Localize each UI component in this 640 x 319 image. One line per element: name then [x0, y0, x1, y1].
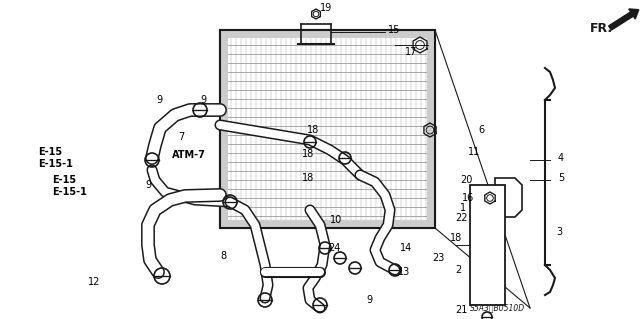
Bar — [220, 30, 228, 228]
Bar — [220, 30, 435, 228]
Bar — [427, 30, 435, 228]
Text: 18: 18 — [302, 149, 314, 159]
Text: E-15: E-15 — [38, 147, 62, 157]
Text: 15: 15 — [388, 25, 401, 35]
Bar — [220, 30, 435, 38]
Text: 3: 3 — [556, 227, 562, 237]
Text: 9: 9 — [200, 95, 206, 105]
FancyArrow shape — [609, 9, 639, 30]
Text: 18: 18 — [307, 125, 319, 135]
Text: 23: 23 — [432, 253, 444, 263]
Text: 13: 13 — [398, 267, 410, 277]
Text: 4: 4 — [558, 153, 564, 163]
Text: 18: 18 — [302, 173, 314, 183]
Bar — [220, 220, 435, 228]
Polygon shape — [495, 178, 522, 217]
Text: E-15: E-15 — [52, 175, 76, 185]
Text: 24: 24 — [328, 243, 340, 253]
Text: E-15-1: E-15-1 — [52, 187, 87, 197]
Text: S5A3－B0510D: S5A3－B0510D — [470, 303, 525, 313]
Text: 9: 9 — [156, 95, 162, 105]
Text: 18: 18 — [450, 233, 462, 243]
Text: 5: 5 — [558, 173, 564, 183]
Text: 16: 16 — [462, 193, 474, 203]
Text: 14: 14 — [400, 243, 412, 253]
Bar — [470, 185, 505, 305]
Text: 22: 22 — [455, 213, 467, 223]
Text: 17: 17 — [405, 47, 417, 57]
Text: 2: 2 — [455, 265, 461, 275]
Text: 7: 7 — [178, 132, 184, 142]
Text: 8: 8 — [220, 251, 226, 261]
Text: 12: 12 — [88, 277, 100, 287]
Bar — [220, 30, 435, 228]
Text: 19: 19 — [320, 3, 332, 13]
Text: 10: 10 — [330, 215, 342, 225]
Text: E-15-1: E-15-1 — [38, 159, 73, 169]
Text: 21: 21 — [455, 305, 467, 315]
Text: 9: 9 — [366, 295, 372, 305]
Text: ATM-7: ATM-7 — [172, 150, 206, 160]
Text: 6: 6 — [478, 125, 484, 135]
Text: FR.: FR. — [590, 21, 613, 34]
Text: 9: 9 — [145, 180, 151, 190]
Text: 1: 1 — [460, 203, 466, 213]
Text: 20: 20 — [460, 175, 472, 185]
Text: 11: 11 — [468, 147, 480, 157]
